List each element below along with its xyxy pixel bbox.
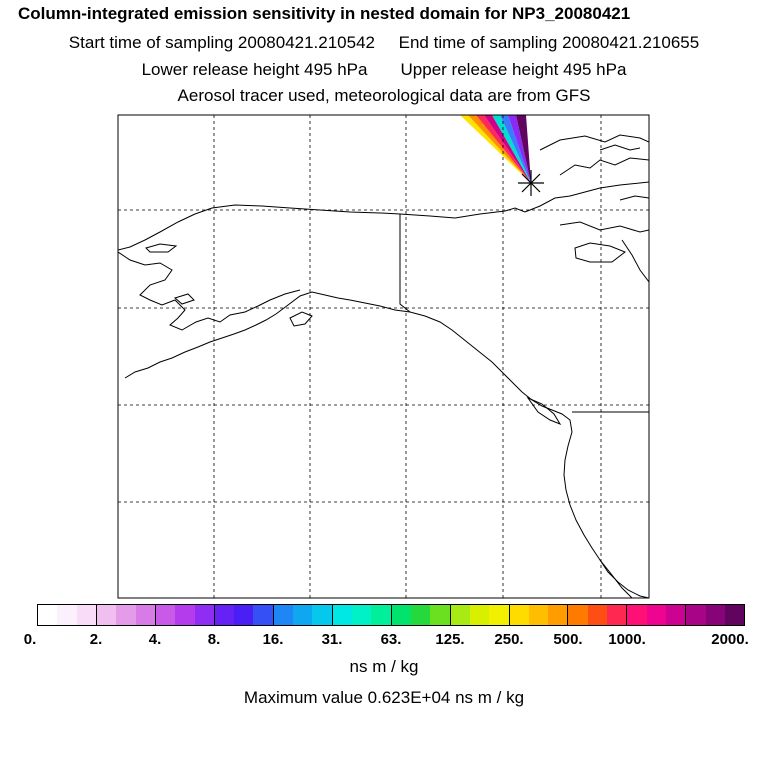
colorbar-segment <box>646 605 666 625</box>
colorbar-segment <box>587 605 608 625</box>
plume-band <box>460 115 531 183</box>
plume-band <box>492 115 531 183</box>
st-lawrence-island <box>145 243 178 253</box>
colorbar-segment <box>666 605 686 625</box>
graticule <box>118 115 649 598</box>
colorbar-segment <box>371 605 391 625</box>
arctic-islands <box>539 134 649 263</box>
plot-title: Column-integrated emission sensitivity i… <box>18 4 631 23</box>
plume-band <box>476 115 531 183</box>
colorbar-tick-label: 500. <box>553 631 583 648</box>
plume-band <box>500 115 531 183</box>
pacific-coastline <box>275 291 649 598</box>
tracer-label: Aerosol tracer used, meteorological data… <box>177 86 591 105</box>
colorbar-units: ns m / kg <box>349 657 419 676</box>
baja-coast <box>599 559 633 598</box>
colorbar-segment <box>489 605 509 625</box>
nunivak-island <box>173 293 195 305</box>
plume-band <box>484 115 531 183</box>
aleutian-islands <box>124 313 277 379</box>
start-time-label: Start time of sampling 20080421.210542 <box>68 33 376 52</box>
colorbar-tick-label: 4. <box>148 631 162 648</box>
colorbar-ticks: 0. 2. 4. 8. 16. 31. 63. 125. 250. 500. 1000. 2000. <box>0 631 768 651</box>
colorbar-segment <box>508 605 529 625</box>
colorbar-segment <box>194 605 214 625</box>
upper-release-label: Upper release height 495 hPa <box>400 60 627 79</box>
colorbar-segment <box>116 605 136 625</box>
colorbar-segment <box>607 605 627 625</box>
colorbar-tick-label: 0. <box>23 631 37 648</box>
colorbar-segment <box>705 605 725 625</box>
colorbar-segment <box>175 605 195 625</box>
colorbar-segment <box>390 605 411 625</box>
colorbar-tick-label: 250. <box>494 631 524 648</box>
asterisk-marker <box>518 170 544 196</box>
colorbar-segment <box>213 605 235 625</box>
coastlines <box>118 134 649 598</box>
colorbar-segment <box>135 605 155 625</box>
hudson-bay-coast <box>621 239 649 283</box>
colorbar-segment <box>331 605 352 625</box>
colorbar-segment <box>528 605 549 625</box>
colorbar-segment <box>272 605 294 625</box>
end-time-label: End time of sampling 20080421.210655 <box>398 33 700 52</box>
colorbar-segment <box>293 605 313 625</box>
colorbar-tick-label: 63. <box>380 631 402 648</box>
colorbar-segment <box>312 605 332 625</box>
colorbar-segment <box>548 605 568 625</box>
map-frame <box>117 114 650 599</box>
alaska-west-coast <box>118 251 301 331</box>
alaska-canada-border <box>399 214 411 313</box>
colorbar-segment <box>430 605 450 625</box>
colorbar-segment <box>410 605 431 625</box>
arctic-coastline <box>118 181 649 251</box>
colorbar-tick-label: 1000. <box>608 631 646 648</box>
colorbar-tick-label: 2000. <box>711 631 749 648</box>
colorbar-tick-label: 2. <box>89 631 103 648</box>
borders <box>399 214 649 413</box>
kodiak-island <box>289 311 313 327</box>
plume-band <box>508 115 531 183</box>
colorbar-tick-label: 8. <box>207 631 221 648</box>
colorbar-segment <box>724 605 745 625</box>
lower-release-label: Lower release height 495 hPa <box>141 60 368 79</box>
colorbar-tick-label: 31. <box>321 631 343 648</box>
colorbar-segment <box>234 605 254 625</box>
colorbar-tick-label: 125. <box>435 631 465 648</box>
colorbar <box>37 604 745 626</box>
colorbar-segment <box>38 605 58 625</box>
maximum-value-label: Maximum value 0.623E+04 ns m / kg <box>243 688 525 707</box>
plume-band <box>516 115 531 183</box>
colorbar-segment <box>626 605 647 625</box>
colorbar-segment <box>95 605 117 625</box>
colorbar-tick-label: 16. <box>262 631 284 648</box>
colorbar-segment <box>76 605 96 625</box>
colorbar-segment <box>352 605 372 625</box>
colorbar-segment <box>685 605 706 625</box>
sampling-times: Start time of sampling 20080421.210542 E… <box>0 33 768 53</box>
release-heights: Lower release height 495 hPa Upper relea… <box>0 60 768 80</box>
colorbar-segment <box>449 605 470 625</box>
colorbar-segment <box>567 605 588 625</box>
colorbar-segment <box>469 605 490 625</box>
colorbar-segment <box>253 605 273 625</box>
colorbar-segment <box>154 605 176 625</box>
colorbar-segment <box>57 605 77 625</box>
emission-plume <box>460 115 531 183</box>
vancouver-island <box>526 396 562 426</box>
plume-band <box>468 115 531 183</box>
